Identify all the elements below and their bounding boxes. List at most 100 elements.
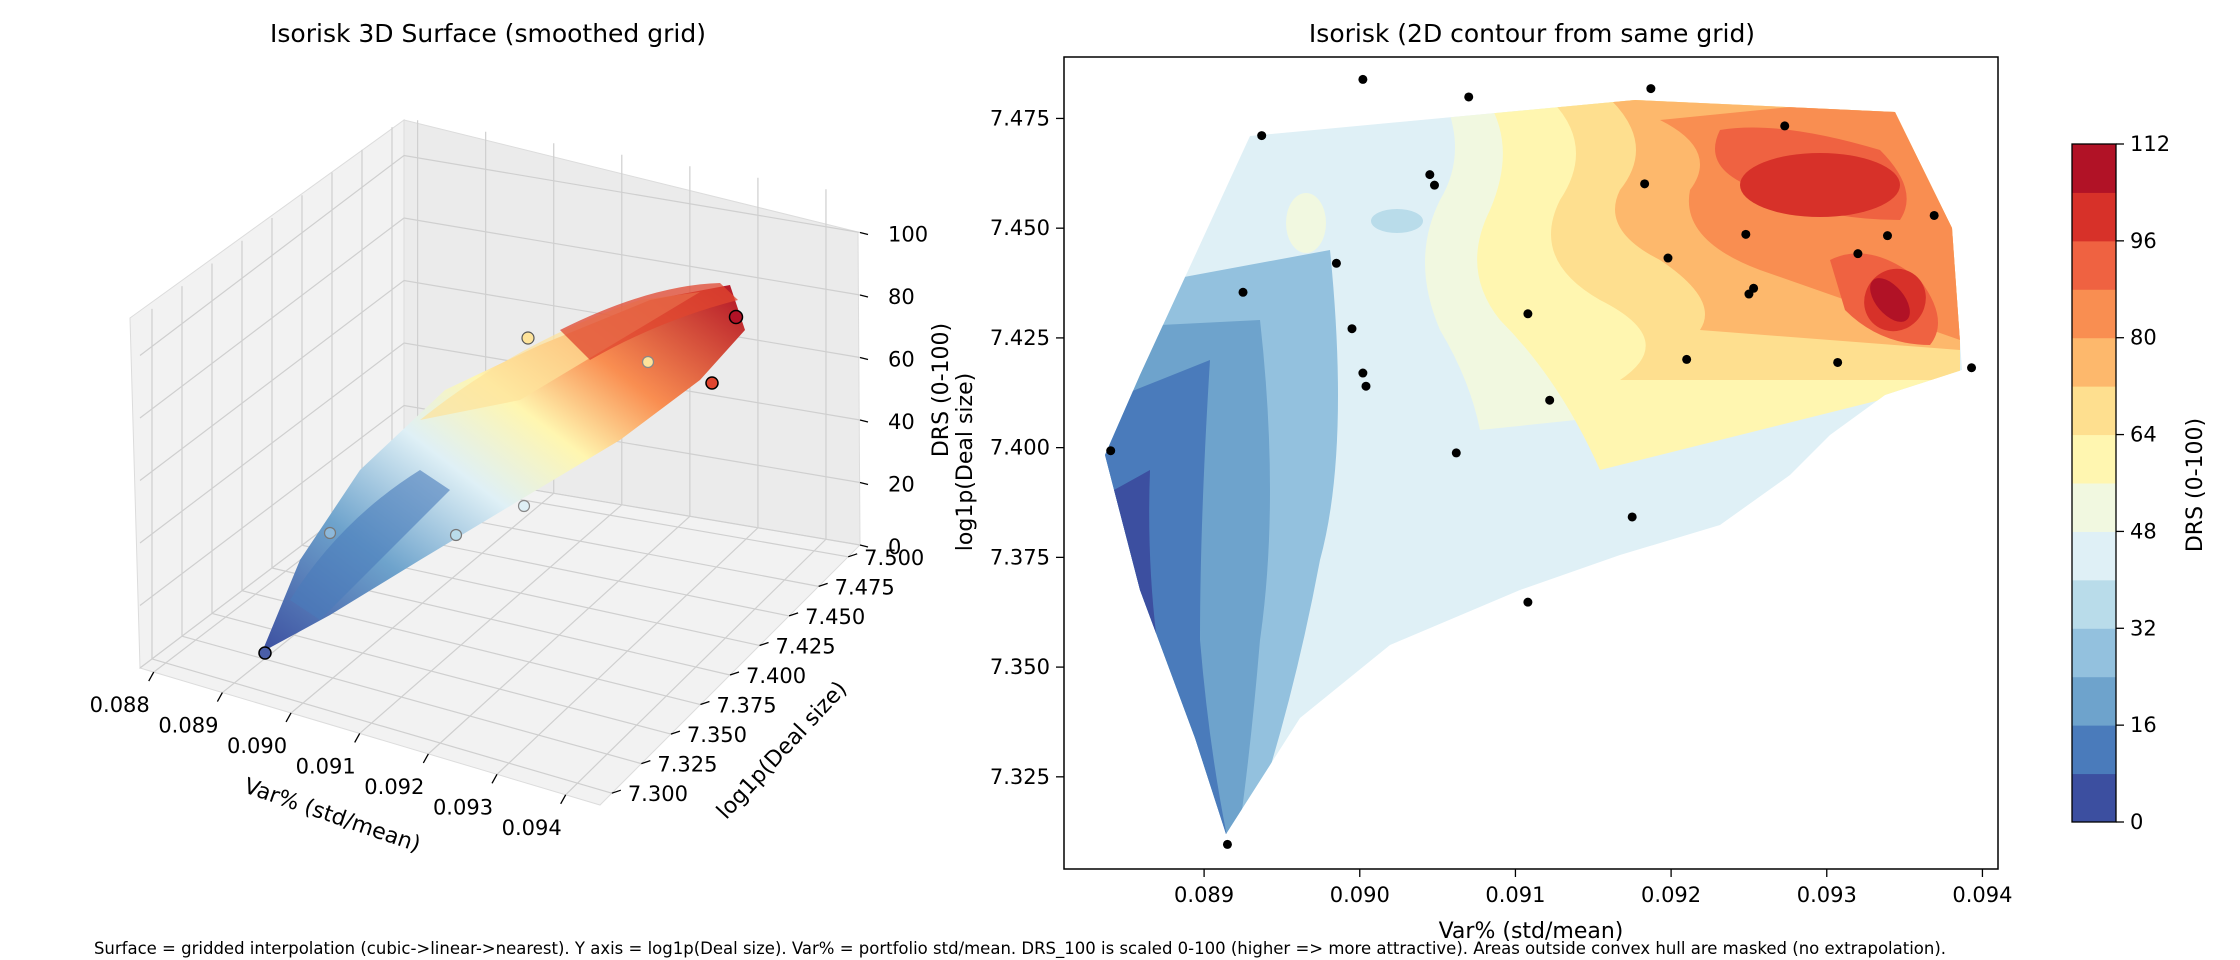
surface-3d-mesh — [262, 283, 745, 652]
x-tick-label: 0.089 — [1174, 883, 1234, 907]
data-point — [1780, 121, 1790, 131]
surface-3d-title: Isorisk 3D Surface (smoothed grid) — [270, 19, 706, 48]
y-tick-label: 7.425 — [990, 326, 1050, 350]
grid-line — [151, 658, 612, 794]
z-tick-mark — [859, 419, 869, 423]
marker-3d — [641, 355, 655, 369]
contour-2d-points — [1106, 74, 1977, 849]
data-point — [1882, 231, 1892, 241]
x-tick-label: 0.091 — [296, 754, 356, 778]
colorbar-segment — [2072, 773, 2116, 823]
data-point — [1257, 131, 1267, 141]
marker-3d — [258, 646, 272, 660]
y-tick-label: 7.325 — [990, 765, 1050, 789]
grid-line — [181, 635, 642, 765]
x-tick-mark — [216, 692, 223, 702]
y-tick-mark — [611, 789, 622, 794]
marker-3d — [517, 499, 531, 513]
contour-2d-title: Isorisk (2D contour from same grid) — [1309, 19, 1755, 48]
y-tick-mark — [641, 760, 651, 765]
x-tick-label: 0.093 — [1797, 883, 1857, 907]
data-point — [1429, 180, 1439, 190]
x-tick-label: 0.092 — [1641, 883, 1701, 907]
colorbar-segment — [2072, 483, 2116, 532]
data-point — [1358, 368, 1368, 378]
z-tick-label: 0 — [888, 535, 901, 559]
y-tick-label: 7.400 — [990, 436, 1050, 460]
data-point — [1741, 229, 1751, 239]
y-tick-label: 7.475 — [990, 106, 1050, 130]
contour-2d-ticks: 0.089 0.090 0.091 0.092 0.093 0.094 7.325 7.350… — [990, 106, 2013, 907]
x-tick-label: 0.092 — [364, 775, 424, 799]
x-tick-label: 0.090 — [1330, 883, 1390, 907]
x-tick-mark — [560, 794, 567, 805]
x-tick-mark — [491, 774, 498, 784]
x-tick-mark — [148, 671, 155, 682]
y-tick-label: 7.350 — [990, 655, 1050, 679]
data-point — [1331, 258, 1341, 268]
data-point — [1853, 249, 1863, 259]
y-tick-mark — [847, 553, 858, 558]
y-tick-label: 7.475 — [835, 575, 895, 599]
z-tick-label: 60 — [888, 348, 915, 372]
data-point — [1238, 287, 1248, 297]
y-tick-label: 7.425 — [776, 634, 836, 658]
data-point — [1833, 357, 1843, 367]
x-tick-label: 0.091 — [1485, 883, 1545, 907]
surface-3d-zlabel: DRS (0-100) — [929, 323, 954, 457]
figure-caption: Surface = gridded interpolation (cubic->… — [94, 939, 1946, 959]
z-tick-mark — [859, 544, 869, 548]
x-tick-label: 0.094 — [502, 816, 562, 840]
data-point — [1929, 210, 1939, 220]
data-point — [1682, 354, 1692, 364]
surface-3d-ticks: 0.088 0.089 0.090 0.091 0.092 0.093 0.094 7.300… — [90, 223, 928, 840]
z-tick-mark — [859, 231, 869, 236]
y-tick-label: 7.450 — [990, 216, 1050, 240]
y-tick-label: 7.400 — [746, 664, 806, 688]
z-tick-mark — [859, 294, 869, 298]
colorbar-segment — [2072, 289, 2116, 339]
x-tick-label: 0.089 — [158, 714, 218, 738]
colorbar-segment — [2072, 676, 2116, 726]
grid-line — [139, 342, 861, 544]
x-tick-mark — [422, 753, 429, 764]
y-tick-mark — [788, 612, 799, 617]
data-point — [1425, 170, 1435, 180]
colorbar-segment — [2072, 628, 2116, 678]
y-tick-label: 7.350 — [687, 723, 747, 747]
marker-3d — [521, 331, 535, 345]
contour-2d-ylabel: log1p(Deal size) — [953, 373, 978, 551]
x-tick-label: 0.090 — [227, 734, 287, 758]
y-tick-label: 7.450 — [805, 605, 865, 629]
surface-3d-markers — [258, 309, 744, 660]
colorbar-segment — [2072, 531, 2116, 581]
surface-3d-panel: Isorisk 3D Surface (smoothed grid) — [90, 19, 954, 858]
x-tick-label: 0.093 — [433, 795, 493, 819]
colorbar-segment — [2072, 579, 2116, 629]
colorbar-tick-label: 16 — [2130, 713, 2157, 737]
data-point — [1523, 309, 1533, 319]
z-tick-mark — [859, 356, 869, 361]
colorbar-segment — [2072, 192, 2116, 242]
y-tick-label: 7.375 — [990, 545, 1050, 569]
colorbar-frame — [2071, 143, 2117, 823]
y-tick-label: 7.375 — [716, 694, 776, 718]
data-point — [1627, 512, 1637, 522]
colorbar-segment — [2072, 240, 2116, 290]
contour-fill — [1105, 100, 1962, 834]
data-point — [1361, 381, 1371, 391]
colorbar-segment — [2072, 144, 2116, 193]
y-tick-mark — [759, 641, 769, 647]
data-point — [1106, 446, 1116, 456]
data-point — [1523, 597, 1533, 607]
contour-2d-panel: Isorisk (2D contour from same grid) 0.08… — [953, 19, 2208, 944]
colorbar-segment — [2072, 337, 2116, 387]
data-point — [1967, 363, 1977, 373]
colorbar-segment — [2072, 725, 2116, 775]
colorbar-segment — [2072, 386, 2116, 436]
data-point — [1545, 395, 1555, 405]
x-tick-label: 0.094 — [1952, 883, 2012, 907]
data-point — [1358, 74, 1368, 84]
y-tick-mark — [670, 730, 681, 735]
